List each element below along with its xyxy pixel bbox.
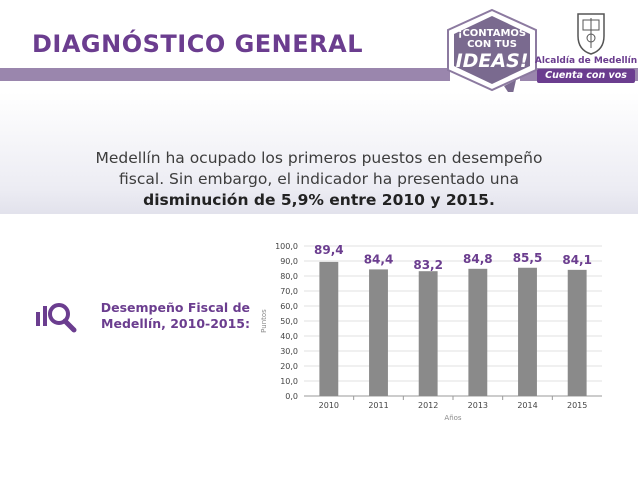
- summary-text: Medellín ha ocupado los primeros puestos…: [40, 148, 598, 211]
- y-axis-title: Puntos: [260, 309, 268, 333]
- summary-bold-line: disminución de 5,9% entre 2010 y 2015.: [143, 191, 495, 209]
- y-tick-label: 40,0: [280, 332, 298, 341]
- data-label-2010: 89,4: [314, 243, 344, 257]
- y-tick-label: 20,0: [280, 362, 298, 371]
- badge-line-2: CON TUS: [467, 39, 517, 50]
- x-tick-label: 2014: [517, 401, 537, 410]
- hexagon-badge-icon: [447, 8, 537, 92]
- bar-2012: [418, 271, 438, 396]
- x-tick-label: 2010: [319, 401, 339, 410]
- bar-2013: [468, 268, 488, 396]
- data-label-2011: 84,4: [364, 252, 394, 266]
- y-tick-label: 100,0: [275, 242, 298, 251]
- y-tick-label: 10,0: [280, 377, 298, 386]
- search-chart-icon: [36, 303, 77, 333]
- data-label-2013: 84,8: [463, 252, 493, 266]
- summary-band: [0, 92, 638, 214]
- header: DIAGNÓSTICO GENERAL ¡CONTAMOS CON TUS ID…: [0, 0, 638, 92]
- chart-caption-text: Desempeño Fiscal de Medellín, 2010-2015:: [90, 300, 250, 332]
- y-tick-label: 90,0: [280, 257, 298, 266]
- bar-2010: [319, 261, 339, 396]
- x-tick-label: 2011: [368, 401, 388, 410]
- bar-2011: [369, 269, 388, 396]
- bar-chart-svg: 0,0 10,0 20,0 30,0 40,0 50,0 60,0 70,0 80,0 90,0 1…: [260, 242, 602, 422]
- data-label-2014: 85,5: [513, 251, 543, 265]
- x-tick-label: 2015: [567, 401, 587, 410]
- page-title: DIAGNÓSTICO GENERAL: [32, 30, 363, 58]
- x-axis-title: Años: [444, 414, 462, 422]
- summary-line-1: Medellín ha ocupado los primeros puestos…: [95, 149, 543, 167]
- badge-line-3: IDEAS!: [455, 50, 529, 72]
- alcaldia-name: Alcaldía de Medellín: [534, 56, 638, 66]
- contamos-badge: ¡CONTAMOS CON TUS IDEAS!: [444, 8, 540, 92]
- alcaldia-slogan: Cuenta con vos: [537, 69, 635, 83]
- alcaldia-logo: [548, 10, 634, 90]
- bar-chart: 0,0 10,0 20,0 30,0 40,0 50,0 60,0 70,0 80,0 90,0 1…: [252, 236, 610, 432]
- badge-line-1: ¡CONTAMOS: [457, 28, 527, 39]
- summary-line-2: fiscal. Sin embargo, el indicador ha pre…: [119, 170, 519, 188]
- x-tick-label: 2012: [418, 401, 438, 410]
- bar-2015: [567, 269, 587, 396]
- y-tick-label: 30,0: [280, 347, 298, 356]
- y-tick-label: 50,0: [280, 317, 298, 326]
- x-tick-label: 2013: [468, 401, 488, 410]
- chart-caption-line-2: Medellín, 2010-2015:: [101, 316, 250, 331]
- y-tick-label: 60,0: [280, 302, 298, 311]
- chart-caption-line-1: Desempeño Fiscal de: [100, 300, 250, 315]
- coat-of-arms-icon: [577, 13, 605, 55]
- y-tick-label: 0,0: [285, 392, 298, 401]
- y-tick-label: 70,0: [280, 287, 298, 296]
- title-underline-bar: [0, 68, 450, 81]
- bar-2014: [518, 267, 537, 396]
- data-label-2015: 84,1: [562, 253, 592, 267]
- y-tick-label: 80,0: [280, 272, 298, 281]
- data-label-2012: 83,2: [413, 258, 443, 272]
